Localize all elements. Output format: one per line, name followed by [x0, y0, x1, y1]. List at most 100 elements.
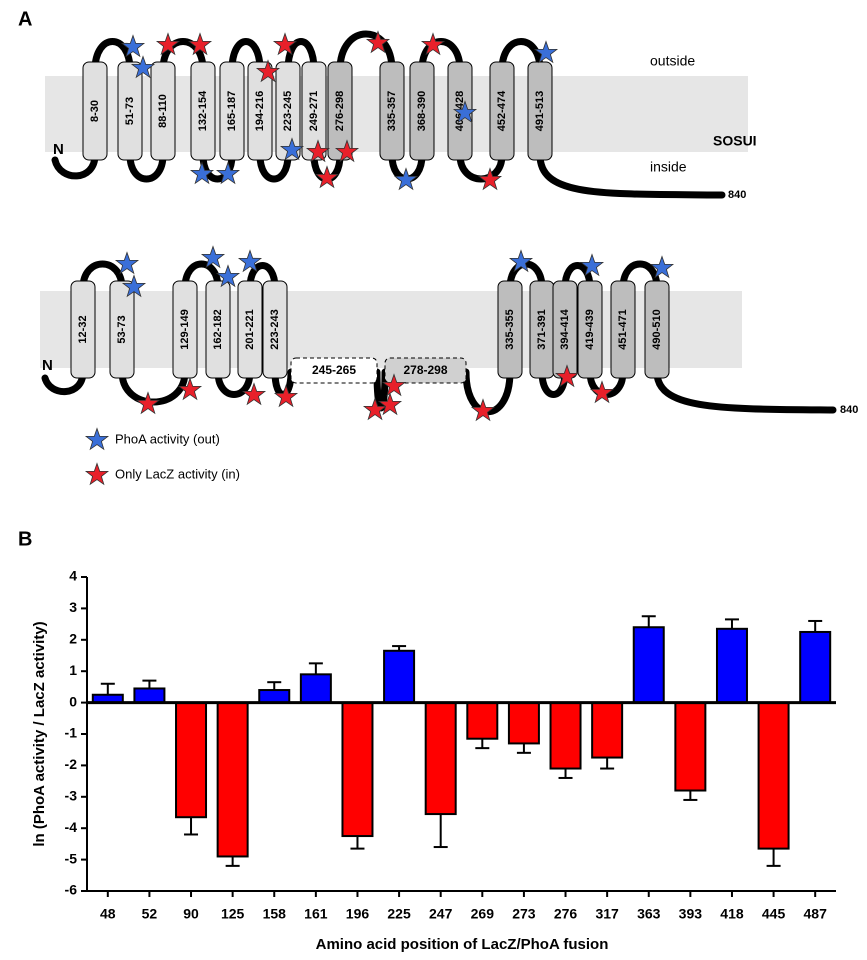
bar: [507, 701, 540, 745]
helix: [205, 280, 231, 379]
star: [215, 264, 241, 288]
x-tick-label: 393: [679, 906, 703, 922]
x-tick-label: 269: [471, 906, 495, 922]
helix: [150, 61, 176, 161]
n-terminus: N: [53, 141, 64, 158]
star: [508, 249, 534, 273]
star: [155, 32, 181, 56]
y-tick-label: -3: [65, 788, 78, 804]
x-tick-label: 273: [512, 906, 536, 922]
star: [189, 161, 215, 185]
y-tick-label: -5: [65, 850, 78, 866]
star: [84, 462, 110, 486]
loop: [536, 151, 726, 199]
helix: [275, 61, 301, 161]
helix: [327, 61, 353, 161]
bar: [133, 687, 166, 704]
x-tick-label: 487: [804, 906, 828, 922]
helix-label: 452-474: [496, 90, 508, 131]
helix: [610, 280, 636, 379]
helix: [82, 61, 108, 161]
bar: [549, 701, 582, 770]
star: [377, 392, 403, 416]
helix-label: 368-390: [416, 91, 428, 131]
star: [255, 59, 281, 83]
y-tick-label: -2: [65, 756, 78, 772]
x-tick-label: 445: [762, 906, 786, 922]
star: [452, 100, 478, 124]
x-tick-label: 90: [183, 906, 199, 922]
y-tick-label: 0: [69, 693, 77, 709]
loop: [336, 30, 396, 74]
c-terminus: 840: [840, 404, 858, 416]
helix: [644, 280, 670, 379]
loop: [653, 368, 837, 414]
helix: [497, 280, 523, 379]
helix-label: 53-73: [116, 315, 128, 343]
loop: [91, 38, 134, 74]
star: [279, 137, 305, 161]
helix-label: 249-271: [308, 91, 320, 131]
loop: [498, 38, 544, 74]
helix: [109, 280, 135, 379]
loop: [181, 260, 222, 292]
y-tick-label: 4: [69, 568, 77, 584]
star: [533, 40, 559, 64]
helix-label: 394-414: [559, 308, 571, 349]
inside-label: inside: [650, 159, 687, 175]
star: [84, 427, 110, 451]
star: [470, 398, 496, 422]
loop: [561, 262, 594, 292]
y-tick-label: -1: [65, 725, 78, 741]
helix: [190, 61, 216, 161]
x-tick-label: 363: [637, 906, 661, 922]
star: [114, 251, 140, 275]
x-tick-label: 317: [595, 906, 619, 922]
outside-label: outside: [650, 53, 695, 69]
panel-label: A: [18, 8, 32, 30]
x-tick-label: 48: [100, 906, 116, 922]
helix-label: 335-357: [386, 91, 398, 131]
helix-label: 88-110: [157, 94, 169, 128]
helix: [237, 280, 263, 379]
non-membrane-segment: [290, 357, 378, 384]
helix-label: 132-154: [197, 90, 209, 131]
bar: [341, 701, 374, 838]
x-tick-label: 161: [304, 906, 328, 922]
star: [649, 255, 675, 279]
x-tick-label: 225: [387, 906, 411, 922]
star: [477, 167, 503, 191]
bar: [715, 627, 748, 704]
y-axis-label: ln (PhoA activity / LacZ activity): [31, 621, 48, 846]
bar: [757, 701, 790, 850]
star: [187, 32, 213, 56]
bar: [383, 649, 416, 704]
legend-label: Only LacZ activity (in): [115, 466, 240, 481]
y-tick-label: -4: [65, 819, 78, 835]
method-label: SOSUI: [713, 133, 757, 149]
helix: [301, 61, 327, 161]
bar: [591, 701, 624, 759]
helix-label: 129-149: [179, 309, 191, 349]
star: [554, 364, 580, 388]
star: [177, 377, 203, 401]
n-terminus: N: [42, 357, 53, 374]
helix-label: 371-391: [536, 309, 548, 349]
helix: [172, 280, 198, 379]
helix-label: 51-73: [124, 97, 136, 125]
helix: [409, 61, 435, 161]
loop: [126, 151, 167, 183]
helix-label: 491-513: [534, 91, 546, 131]
helix: [219, 61, 245, 161]
loop: [456, 151, 506, 183]
helix-label: 335-355: [504, 309, 516, 349]
star: [334, 139, 360, 163]
loop: [214, 368, 254, 398]
y-tick-label: 2: [69, 631, 77, 647]
helix: [489, 61, 515, 161]
y-tick-label: 1: [69, 662, 77, 678]
helix-label: 12-32: [77, 315, 89, 343]
star: [273, 384, 299, 408]
bar: [674, 701, 707, 792]
